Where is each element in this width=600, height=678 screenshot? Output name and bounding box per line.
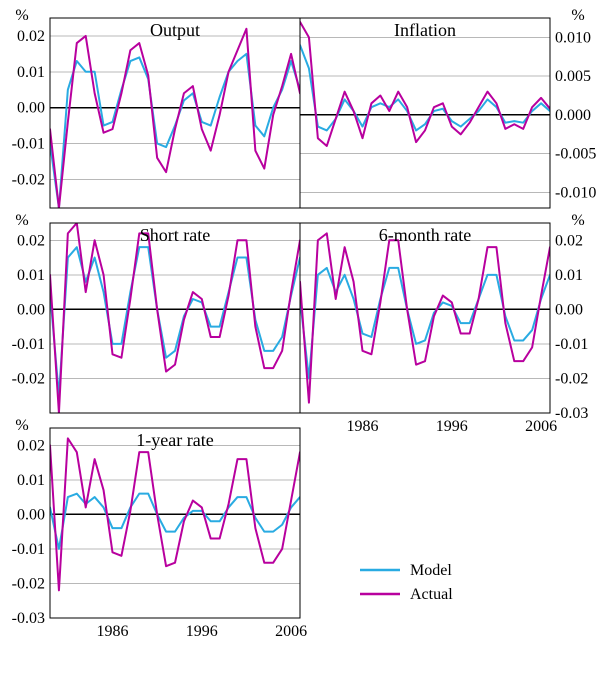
ytick-inflation-0: -0.010 [555,184,596,201]
ytick-short_rate-3: 0.01 [17,267,45,284]
ytick-inflation-4: 0.010 [555,29,591,46]
ytick-one_year_rate-0: -0.03 [12,610,45,627]
ytick-inflation-1: -0.005 [555,146,596,163]
ytick-six_month_rate-1: -0.02 [555,370,588,387]
xtick-six_month_rate-0: 1986 [347,418,379,435]
ytick-six_month_rate-2: -0.01 [555,336,588,353]
xtick-one_year_rate-2: 2006 [275,623,307,640]
ytick-output-2: 0.00 [17,100,45,117]
ytick-output-0: -0.02 [12,171,45,188]
xtick-six_month_rate-1: 1996 [436,418,468,435]
ytick-inflation-2: 0.000 [555,107,591,124]
ytick-six_month_rate-5: 0.02 [555,232,583,249]
ytick-one_year_rate-5: 0.02 [17,437,45,454]
ytick-one_year_rate-2: -0.01 [12,541,45,558]
ytick-output-3: 0.01 [17,64,45,81]
ytick-short_rate-0: -0.02 [12,370,45,387]
legend-label-actual: Actual [410,586,453,603]
panel-title-one_year_rate: 1-year rate [136,430,213,450]
ytick-six_month_rate-0: -0.03 [555,405,588,422]
ytick-six_month_rate-3: 0.00 [555,301,583,318]
ytick-one_year_rate-1: -0.02 [12,575,45,592]
panel-unit-six_month_rate: % [571,212,584,229]
ytick-short_rate-1: -0.01 [12,336,45,353]
chart-figure: Output% -0.02 -0.01 0.00 0.01 0.02 Inflation% -… [0,0,600,678]
panel-title-output: Output [150,20,200,40]
ytick-one_year_rate-3: 0.00 [17,506,45,523]
ytick-inflation-3: 0.005 [555,68,591,85]
panel-unit-output: % [15,7,28,24]
panel-unit-short_rate: % [15,212,28,229]
xtick-one_year_rate-1: 1996 [186,623,218,640]
ytick-output-4: 0.02 [17,28,45,45]
panel-unit-inflation: % [571,7,584,24]
panel-title-short_rate: Short rate [140,225,210,245]
ytick-one_year_rate-4: 0.01 [17,472,45,489]
panel-title-inflation: Inflation [394,20,456,40]
xtick-six_month_rate-2: 2006 [525,418,557,435]
ytick-six_month_rate-4: 0.01 [555,267,583,284]
ytick-short_rate-4: 0.02 [17,232,45,249]
panel-title-six_month_rate: 6-month rate [379,225,471,245]
legend-label-model: Model [410,562,452,579]
ytick-output-1: -0.01 [12,135,45,152]
ytick-short_rate-2: 0.00 [17,301,45,318]
panel-unit-one_year_rate: % [15,417,28,434]
xtick-one_year_rate-0: 1986 [97,623,129,640]
